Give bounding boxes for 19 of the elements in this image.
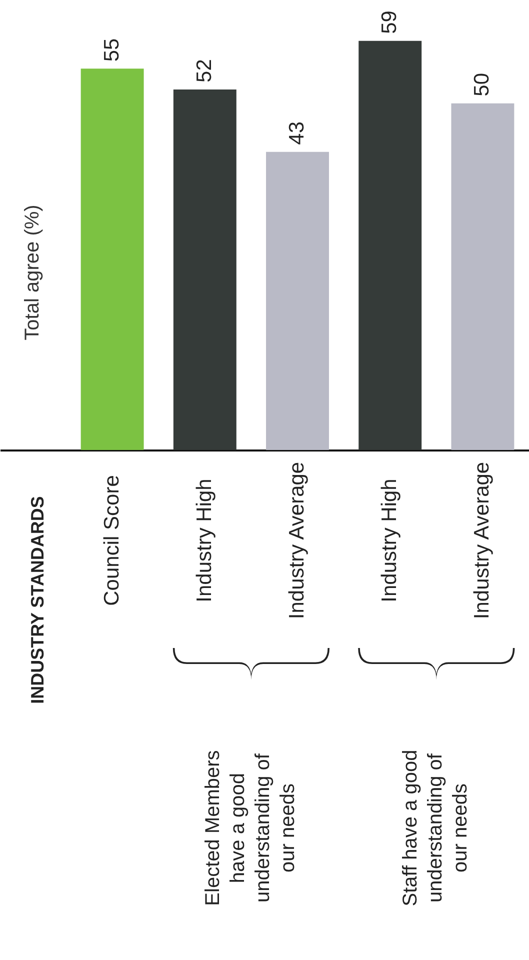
x-tick-label: Industry Average bbox=[470, 462, 494, 620]
y-axis-title: Total agree (%) bbox=[22, 204, 44, 340]
data-label: 52 bbox=[192, 59, 216, 82]
data-label: 50 bbox=[470, 72, 494, 96]
x-tick-label: Industry High bbox=[378, 478, 402, 602]
bar bbox=[266, 152, 329, 450]
data-label: 43 bbox=[286, 121, 308, 145]
bar bbox=[80, 68, 144, 450]
text: Elected Members have a good understanding of our needs bbox=[201, 749, 300, 908]
data-label: 59 bbox=[378, 10, 402, 34]
bar bbox=[451, 103, 514, 450]
data-label: 55 bbox=[100, 38, 124, 62]
text: Staff have a good understanding of our needs bbox=[398, 748, 473, 908]
x-tick-label: Industry Average bbox=[286, 462, 308, 620]
bar bbox=[173, 89, 236, 450]
bar bbox=[358, 40, 422, 450]
x-tick-label: Industry High bbox=[192, 478, 216, 602]
x-tick-label: Council Score bbox=[100, 475, 124, 606]
text: INDUSTRY STANDARDS bbox=[28, 496, 48, 704]
